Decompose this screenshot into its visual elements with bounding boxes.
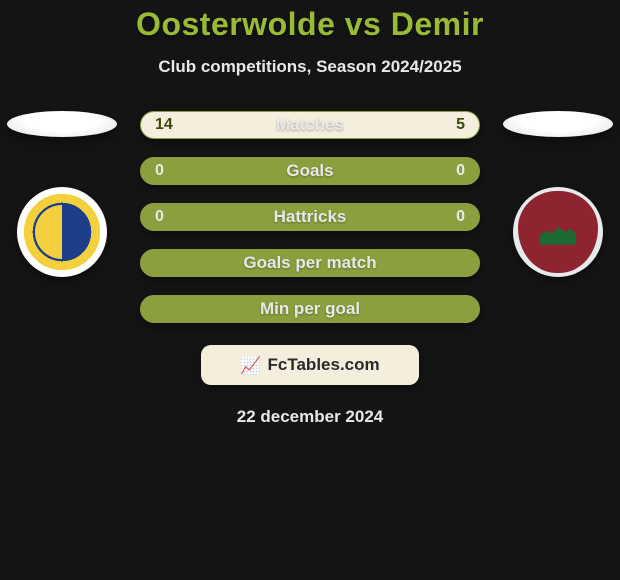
stat-label: Matches [276,115,344,135]
main-row: Matches 14 5 Goals 0 0 Hattricks 0 0 Goals per ma… [0,111,620,323]
player-head-right [503,111,613,137]
comparison-card: Oosterwolde vs Demir Club competitions, … [0,0,620,580]
date-text: 22 december 2024 [0,407,620,427]
stat-bar: Goals 0 0 [140,157,480,185]
crest-right [513,187,603,277]
stat-value-right: 0 [456,162,465,180]
right-side [498,111,618,277]
stat-value-right: 5 [456,116,465,134]
stat-label: Hattricks [274,207,347,227]
watermark-text: FcTables.com [268,355,380,375]
stat-bars: Matches 14 5 Goals 0 0 Hattricks 0 0 Goals per ma… [140,111,480,323]
stat-value-right: 0 [456,208,465,226]
stat-bar: Goals per match [140,249,480,277]
stat-value-left: 0 [155,162,164,180]
page-title: Oosterwolde vs Demir [0,6,620,43]
crest-left [17,187,107,277]
stat-value-left: 0 [155,208,164,226]
stat-bar: Min per goal [140,295,480,323]
left-side [2,111,122,277]
stat-label: Min per goal [260,299,360,319]
stat-label: Goals per match [243,253,376,273]
chart-icon: 📈 [240,357,261,374]
stat-value-left: 14 [155,116,173,134]
stat-bar: Matches 14 5 [140,111,480,139]
stat-label: Goals [286,161,333,181]
watermark: 📈 FcTables.com [201,345,419,385]
subtitle: Club competitions, Season 2024/2025 [0,57,620,77]
stat-bar: Hattricks 0 0 [140,203,480,231]
fill-left [141,112,390,138]
player-head-left [7,111,117,137]
fill-right [390,112,479,138]
